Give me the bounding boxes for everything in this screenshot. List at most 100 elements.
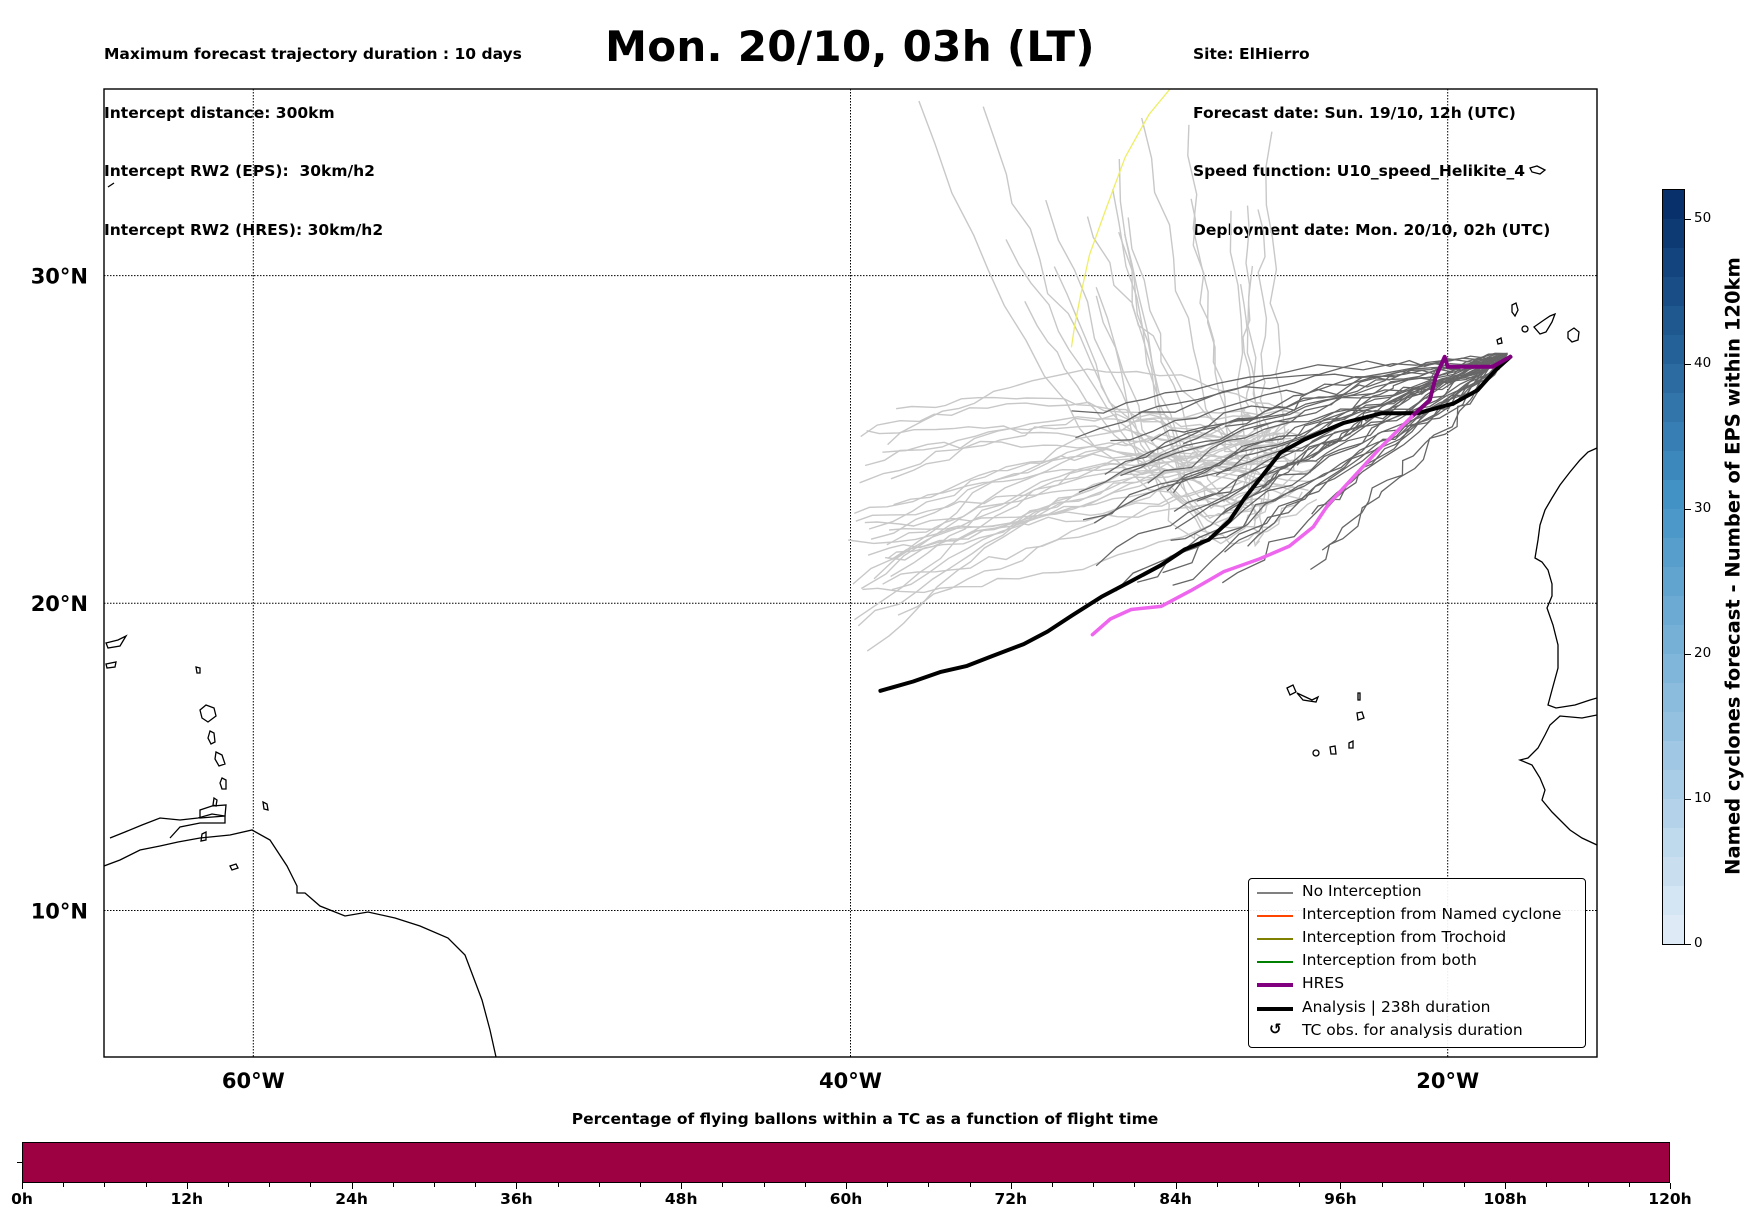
colorbar (1662, 189, 1685, 945)
island-st-vincent (212, 796, 218, 807)
colorbar-tick (1685, 799, 1691, 800)
eps-trajectory (1095, 352, 1508, 567)
flight-bar-tick (1134, 1183, 1136, 1187)
flight-bar-tick (1546, 1183, 1548, 1187)
colorbar-title: Named cyclones forecast - Number of EPS … (1721, 257, 1745, 875)
legend-item-named-cyclone: Interception from Named cyclone (1249, 904, 1585, 927)
eps-trajectory-faded (870, 431, 1306, 540)
colorbar-segment (1663, 682, 1684, 712)
flight-bar-tick (1216, 1183, 1218, 1187)
colorbar-segment (1663, 218, 1684, 248)
flight-bar-tick-label: 12h (170, 1190, 204, 1208)
site-text: Site: ElHierro (1193, 45, 1310, 63)
flight-bar-tick (1587, 1183, 1589, 1187)
island-cape-verde-sao-nicolau (1296, 692, 1320, 703)
eps-trajectory (1310, 353, 1508, 571)
island-martinique (214, 751, 226, 767)
forecast-info: Site: ElHierro Forecast date: Sun. 19/10… (1193, 6, 1550, 260)
eps-trajectory (1137, 352, 1508, 583)
colorbar-segment (1663, 624, 1684, 654)
eps-trajectory-faded (887, 368, 1289, 446)
eps-trajectories-faded (848, 100, 1320, 652)
flight-bar-tick (351, 1183, 353, 1189)
flight-bar-tick (1464, 1183, 1465, 1187)
eps-trajectory (1131, 352, 1508, 462)
eps-trajectory-faded (885, 448, 1296, 561)
flight-bar-tick (63, 1183, 65, 1187)
flight-bar-tick-label: 108h (1483, 1190, 1527, 1208)
legend-item-hres: HRES (1249, 973, 1585, 996)
flight-bar-tick-label: 0h (11, 1190, 33, 1208)
colorbar-segment (1663, 363, 1684, 393)
flight-bar-tick (1422, 1183, 1424, 1187)
colorbar-segment (1663, 769, 1684, 799)
island-bermuda (107, 182, 115, 188)
eps-trajectory-faded (1024, 300, 1245, 460)
eps-trajectory (1170, 352, 1508, 541)
flight-bar-tick (104, 1183, 106, 1187)
eps-trajectory (1147, 352, 1508, 484)
legend-item-both: Interception from both (1249, 950, 1585, 973)
map-frame (103, 88, 1598, 1058)
island-guadeloupe (199, 704, 217, 723)
legend-swatch (1257, 938, 1293, 940)
flight-bar-tick (269, 1183, 271, 1187)
colorbar-segment (1663, 276, 1684, 306)
flight-time-bar (22, 1142, 1670, 1183)
legend-item-analysis: Analysis | 238h duration (1249, 997, 1585, 1020)
flight-bar-tick (1381, 1183, 1383, 1187)
eps-trajectory-faded (891, 424, 1263, 561)
eps-trajectory-faded (896, 396, 1258, 462)
colorbar-segment (1663, 450, 1684, 480)
speed-function-text: Speed function: U10_speed_Helikite_4 (1193, 162, 1526, 180)
flight-bar-tick (1628, 1183, 1630, 1187)
flight-bar-tick (475, 1183, 477, 1187)
legend-label: TC obs. for analysis duration (1302, 1021, 1523, 1039)
eps-trajectory (1215, 352, 1508, 476)
island-puerto-rico (105, 634, 128, 649)
eps-trajectory-faded (882, 451, 1273, 585)
flight-bar-tick (1505, 1183, 1507, 1189)
legend-label: Interception from both (1302, 951, 1477, 969)
colorbar-tick (1685, 219, 1691, 220)
island-el-hierro (1496, 337, 1503, 345)
flight-bar-tick-label: 72h (994, 1190, 1028, 1208)
legend: No Interception Interception from Named … (1248, 878, 1586, 1048)
island-cape-verde-boa-vista (1356, 711, 1365, 721)
colorbar-segment (1663, 537, 1684, 567)
colorbar-tick-label: 10 (1694, 790, 1712, 806)
island-cape-verde-maio (1348, 739, 1354, 749)
colorbar-segment (1663, 856, 1684, 886)
forecast-date-text: Forecast date: Sun. 19/10, 12h (UTC) (1193, 103, 1516, 122)
legend-swatch (1257, 983, 1293, 987)
colorbar-tick-label: 30 (1694, 500, 1712, 516)
colorbar-segment (1663, 392, 1684, 422)
eps-trajectory-faded (1187, 124, 1265, 460)
flight-bar-tick (1670, 1183, 1671, 1189)
eps-trajectory-faded (864, 413, 1255, 467)
lat-label: 10°N (31, 899, 88, 923)
flight-bar-tick (1340, 1183, 1342, 1189)
eps-trajectory-faded (890, 452, 1312, 578)
page-title: Mon. 20/10, 03h (LT) (605, 22, 1095, 71)
eps-trajectory (1321, 353, 1508, 551)
legend-swatch (1257, 961, 1293, 963)
flight-bar-tick (516, 1183, 518, 1189)
legend-label: Interception from Named cyclone (1302, 905, 1562, 923)
colorbar-segment (1663, 566, 1684, 596)
lon-label: 60°W (222, 1069, 285, 1093)
colorbar-segment (1663, 740, 1684, 770)
flight-bar-ytick (17, 1162, 22, 1163)
island-cape-verde-santiago (1329, 745, 1337, 755)
flight-bar-tick (1010, 1183, 1012, 1189)
island-trinidad (199, 804, 227, 819)
lon-label: 40°W (819, 1069, 882, 1093)
eps-trajectory-faded (1265, 131, 1297, 472)
intercept-distance-text: Intercept distance: 300km (104, 103, 335, 122)
eps-trajectory (1172, 352, 1508, 494)
flight-bar-tick-label: 36h (500, 1190, 533, 1208)
colorbar-segment (1663, 247, 1684, 277)
flight-bar-tick (145, 1183, 147, 1187)
flight-bar-tick-label: 96h (1324, 1190, 1357, 1208)
colorbar-segment (1663, 653, 1684, 683)
